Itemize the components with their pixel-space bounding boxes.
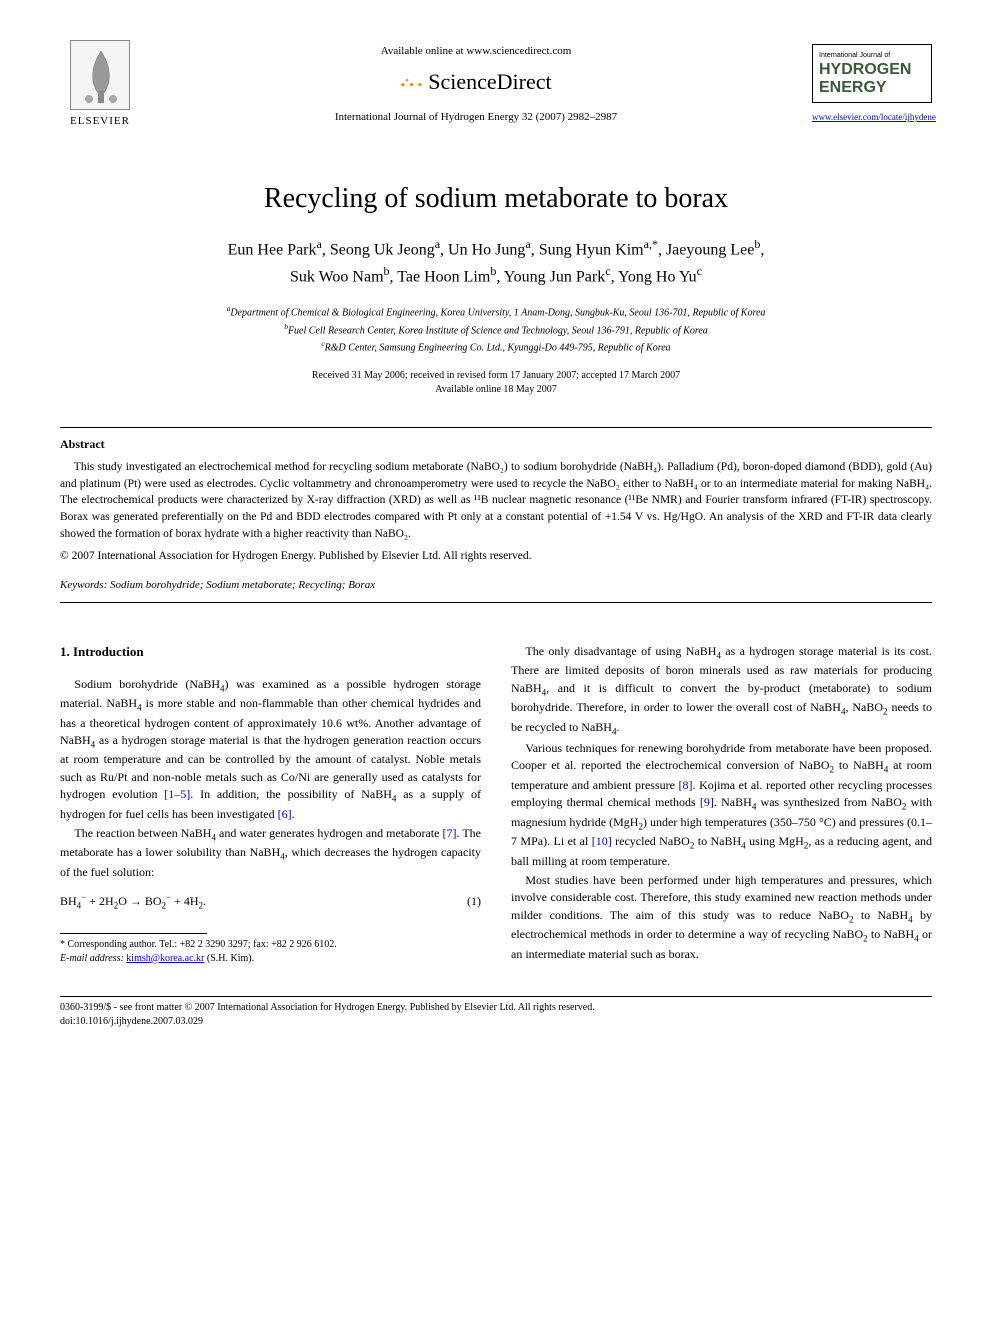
elsevier-label: ELSEVIER: [60, 114, 140, 129]
body-columns: 1. Introduction Sodium borohydride (NaBH…: [60, 643, 932, 966]
body-para: The only disadvantage of using NaBH4 as …: [511, 643, 932, 738]
equation-number: (1): [467, 893, 481, 910]
abstract-heading: Abstract: [60, 436, 932, 453]
journal-url-link[interactable]: www.elsevier.com/locate/ijhydene: [812, 112, 936, 122]
body-para: The reaction between NaBH4 and water gen…: [60, 825, 481, 881]
bottom-matter: 0360-3199/$ - see front matter © 2007 In…: [60, 1001, 932, 1029]
center-header: Available online at www.sciencedirect.co…: [140, 44, 812, 126]
affiliation-b: bFuel Cell Research Center, Korea Instit…: [60, 321, 932, 338]
journal-box-top-text: International Journal of: [819, 51, 925, 61]
body-para: Various techniques for renewing borohydr…: [511, 740, 932, 870]
journal-logo-box: International Journal of HYDROGEN ENERGY…: [812, 44, 932, 125]
section-title: Introduction: [73, 644, 144, 659]
footnote-rule: [60, 933, 207, 934]
keywords-text: Sodium borohydride; Sodium metaborate; R…: [110, 579, 375, 591]
bottom-rule: [60, 996, 932, 997]
sciencedirect-logo: ••• • ScienceDirect: [140, 67, 812, 98]
front-matter-line: 0360-3199/$ - see front matter © 2007 In…: [60, 1001, 932, 1015]
affiliation-a: aDepartment of Chemical & Biological Eng…: [60, 303, 932, 320]
abstract-text: This study investigated an electrochemic…: [60, 459, 932, 542]
equation-1: BH4− + 2H2O → BO2− + 4H2. (1): [60, 891, 481, 912]
journal-box-title2: ENERGY: [819, 79, 925, 97]
ref-link-1-5[interactable]: [1–5]: [164, 787, 190, 801]
online-date: Available online 18 May 2007: [60, 383, 932, 397]
ref-link-6[interactable]: [6]: [278, 807, 292, 821]
elsevier-logo: ELSEVIER: [60, 40, 140, 129]
keywords-line: Keywords: Sodium borohydride; Sodium met…: [60, 578, 932, 593]
affiliations: aDepartment of Chemical & Biological Eng…: [60, 303, 932, 355]
ref-link-7[interactable]: [7]: [443, 826, 457, 840]
journal-box: International Journal of HYDROGEN ENERGY: [812, 44, 932, 103]
abstract-bottom-rule: [60, 602, 932, 603]
equation-body: BH4− + 2H2O → BO2− + 4H2.: [60, 891, 206, 912]
right-column: The only disadvantage of using NaBH4 as …: [511, 643, 932, 966]
section-number: 1.: [60, 644, 70, 659]
affiliation-c: cR&D Center, Samsung Engineering Co. Ltd…: [60, 338, 932, 355]
keywords-label: Keywords:: [60, 579, 107, 591]
ref-link-9[interactable]: [9]: [700, 795, 714, 809]
elsevier-tree-icon: [70, 40, 130, 110]
article-dates: Received 31 May 2006; received in revise…: [60, 369, 932, 397]
ref-link-10[interactable]: [10]: [592, 834, 612, 848]
left-column: 1. Introduction Sodium borohydride (NaBH…: [60, 643, 481, 966]
ref-link-8[interactable]: [8]: [679, 778, 693, 792]
footnote-email-label: E-mail address:: [60, 953, 124, 964]
header-row: ELSEVIER Available online at www.science…: [60, 40, 932, 129]
section-heading: 1. Introduction: [60, 643, 481, 662]
footnote-email-name: (S.H. Kim).: [207, 953, 254, 964]
abstract-copyright: © 2007 International Association for Hyd…: [60, 548, 932, 564]
available-online-text: Available online at www.sciencedirect.co…: [140, 44, 812, 59]
doi-line: doi:10.1016/j.ijhydene.2007.03.029: [60, 1015, 932, 1029]
corresponding-footnote: * Corresponding author. Tel.: +82 2 3290…: [60, 938, 481, 966]
sciencedirect-dots-icon: ••• •: [400, 75, 422, 96]
body-para: Sodium borohydride (NaBH4) was examined …: [60, 676, 481, 823]
article-title: Recycling of sodium metaborate to borax: [60, 179, 932, 218]
footnote-email-link[interactable]: kimsh@korea.ac.kr: [126, 953, 204, 964]
footnote-email-line: E-mail address: kimsh@korea.ac.kr (S.H. …: [60, 952, 481, 966]
authors-line: Eun Hee Parka, Seong Uk Jeonga, Un Ho Ju…: [60, 235, 932, 290]
sciencedirect-label: ScienceDirect: [428, 69, 551, 94]
abstract-top-rule: [60, 427, 932, 428]
journal-box-title1: HYDROGEN: [819, 61, 925, 79]
received-date: Received 31 May 2006; received in revise…: [60, 369, 932, 383]
footnote-corr: * Corresponding author. Tel.: +82 2 3290…: [60, 938, 481, 952]
body-para: Most studies have been performed under h…: [511, 872, 932, 963]
journal-citation: International Journal of Hydrogen Energy…: [140, 110, 812, 125]
